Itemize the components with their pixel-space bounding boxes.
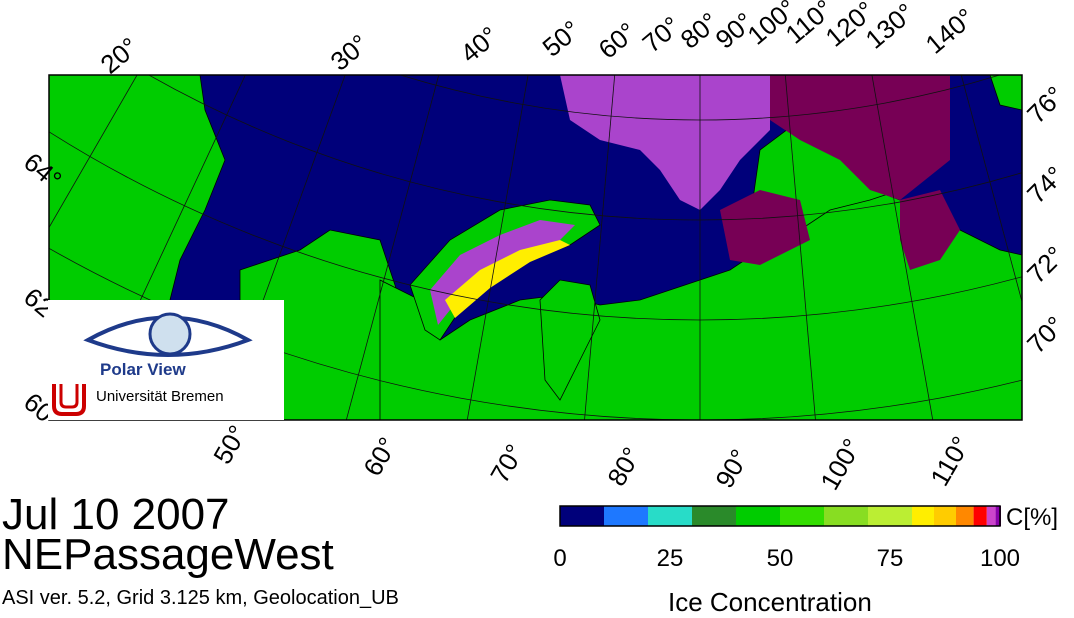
colorbar-segment (912, 506, 934, 526)
colorbar-segment (868, 506, 912, 526)
lon-bottom-label-2: 70° (484, 439, 530, 488)
longitude-labels-bottom: 50° 60° 70° 80° 90° 100° 110° (207, 420, 976, 495)
colorbar-tick-0: 0 (553, 545, 567, 572)
lat-right-label-2: 72° (1021, 240, 1070, 289)
colorbar-unit: C[%] (1006, 504, 1059, 531)
colorbar-segment (956, 506, 974, 526)
colorbar-segment (824, 506, 868, 526)
longitude-labels-top: 20° 30° 40° 50° 60°70°80°90°100°110°120°130°… (95, 0, 980, 80)
colorbar-caption: Ice Concentration (668, 587, 872, 617)
colorbar-segment (648, 506, 692, 526)
region-title: NEPassageWest (2, 530, 334, 579)
logo-text-polar-view: Polar View (100, 360, 186, 379)
sea-ice-novaya-zemlya-mid (445, 240, 570, 318)
polar-view-eye-icon (52, 312, 253, 416)
product-subtitle: ASI ver. 5.2, Grid 3.125 km, Geolocation… (2, 587, 399, 609)
land-new-siberian (989, 75, 1022, 111)
sea-ice-taymyr-coast (720, 190, 810, 265)
polar-view-logo: Polar View Universität Bremen (48, 300, 284, 420)
lon-top-label-4: 60° (593, 16, 642, 64)
colorbar-frame (559, 505, 1001, 527)
lat-right-label-3: 70° (1021, 310, 1070, 359)
lon-bottom-label-5: 100° (814, 433, 867, 495)
colorbar-segment (560, 506, 604, 526)
colorbar-segment (986, 506, 996, 526)
date-title: Jul 10 2007 (2, 490, 230, 539)
colorbar-tick-25: 25 (656, 545, 684, 572)
colorbar-segment (736, 506, 780, 526)
lon-top-label-1: 30° (325, 28, 374, 76)
meridian-line (871, 75, 934, 420)
lat-right-label-0: 76° (1021, 80, 1070, 129)
meridian-line (49, 75, 138, 229)
colorbar-segment (934, 506, 956, 526)
sea-ice-laptev (770, 75, 950, 200)
meridian-line (466, 75, 529, 420)
lon-top-label-3: 50° (537, 14, 586, 62)
meridian-line (960, 75, 1022, 304)
colorbar (559, 505, 1001, 527)
logo-text-uni-bremen: Universität Bremen (96, 388, 224, 405)
sea-ice-east-siberian (900, 190, 960, 270)
lon-bottom-label-4: 90° (709, 444, 755, 493)
lon-top-label-0: 20° (95, 31, 144, 79)
colorbar-segment (995, 506, 1000, 526)
sea-ice-kara-north (560, 75, 770, 210)
lon-bottom-label-0: 50° (207, 420, 253, 469)
land-yamal (539, 279, 601, 401)
lon-bottom-label-1: 60° (357, 432, 403, 481)
lon-top-label-2: 40° (455, 20, 504, 68)
map-frame (48, 74, 1023, 421)
colorbar-segment (604, 506, 648, 526)
colorbar-tick-50: 50 (766, 545, 794, 572)
lon-bottom-label-6: 110° (924, 431, 976, 491)
lon-bottom-label-3: 80° (601, 442, 647, 491)
lat-right-label-1: 74° (1021, 160, 1070, 209)
latitude-labels-right: 76° 74° 72° 70° (1021, 80, 1070, 359)
colorbar-tick-75: 75 (876, 545, 904, 572)
colorbar-segment (780, 506, 824, 526)
colorbar-segment (973, 506, 987, 526)
lon-top-label-12: 140° (920, 2, 980, 60)
universitaet-bremen-emblem-icon (52, 384, 86, 416)
meridian-line (345, 75, 440, 420)
colorbar-tick-100: 100 (979, 545, 1021, 572)
colorbar-segment (692, 506, 736, 526)
meridian-line (1025, 0, 1074, 416)
